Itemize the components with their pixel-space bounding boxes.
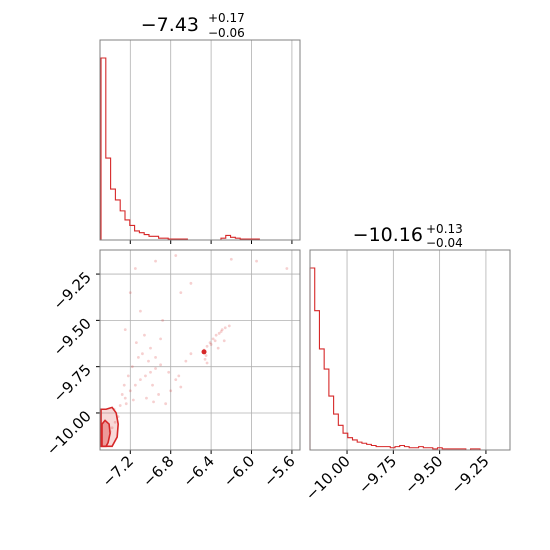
tick-label-joint-x-2: −6.4 (179, 452, 217, 490)
title-x-plus: +0.17 (208, 11, 245, 25)
scatter-point-24 (149, 370, 152, 374)
scatter-point-43 (110, 426, 114, 430)
tick-label-joint-y-0: −10.00 (43, 407, 95, 459)
title-y-value: −10.16 (353, 224, 423, 246)
scatter-point-15 (219, 330, 223, 333)
scatter-point-2 (205, 344, 209, 348)
scatter-point-25 (154, 367, 157, 370)
scatter-point-52 (154, 259, 157, 263)
tick-label-y-hist-0: −10.00 (302, 452, 354, 504)
scatter-point-46 (134, 341, 138, 344)
scatter-point-21 (133, 383, 137, 387)
scatter-point-19 (123, 396, 127, 400)
scatter-point-6 (217, 331, 221, 335)
scatter-point-26 (159, 363, 163, 367)
tick-label-joint-y-3: −9.25 (50, 268, 95, 313)
frame-y-hist (309, 249, 511, 451)
scatter-point-12 (205, 361, 209, 365)
scatter-point-4 (211, 337, 215, 341)
scatter-point-63 (189, 352, 193, 356)
title-x-value: −7.43 (141, 14, 199, 36)
scatter-point-13 (209, 343, 213, 346)
scatter-point-3 (208, 341, 212, 344)
scatter-point-42 (113, 420, 117, 424)
tick-label-y-hist-3: −9.25 (448, 452, 493, 497)
histogram-x-steps (100, 57, 298, 241)
scatter-point-32 (151, 383, 154, 387)
tick-label-joint-y-2: −9.50 (50, 314, 95, 359)
scatter-point-5 (214, 333, 218, 337)
scatter-point-56 (285, 267, 289, 270)
scatter-point-60 (161, 318, 165, 322)
scatter-point-67 (167, 370, 171, 374)
tick-label-joint-x-0: −7.2 (99, 452, 137, 490)
scatter-point-31 (147, 359, 150, 363)
scatter-point-48 (149, 346, 152, 350)
secondary-mode-marker (201, 349, 207, 355)
scatter-point-51 (133, 267, 137, 270)
scatter-point-68 (177, 374, 181, 378)
title-y-plus: +0.13 (426, 222, 463, 236)
scatter-point-8 (223, 326, 227, 330)
scatter-point-7 (220, 328, 224, 332)
scatter-point-61 (123, 328, 127, 332)
scatter-point-29 (136, 356, 140, 359)
scatter-point-58 (179, 291, 183, 294)
joint-scatter-panel: −7.2 −6.8 −6.4 −6.0 −5.6 −10.00−9.75−9.50−9.2… (43, 249, 301, 491)
scatter-point-38 (120, 393, 124, 396)
scatter-point-23 (144, 374, 147, 378)
scatter-point-50 (128, 291, 132, 294)
scatter-point-66 (152, 400, 155, 404)
tick-label-joint-x-1: −6.8 (139, 452, 177, 490)
histogram-y-steps (309, 267, 509, 451)
scatter-point-33 (157, 393, 160, 396)
scatter-point-22 (139, 378, 142, 382)
scatter-point-20 (128, 389, 132, 393)
frame-x (99, 39, 301, 241)
scatter-point-10 (204, 354, 208, 357)
scatter-point-55 (255, 259, 258, 263)
scatter-point-18 (118, 404, 122, 407)
scatter-point-30 (141, 352, 144, 356)
frame-joint (99, 249, 301, 451)
marginal-histogram-y: −10.16 +0.13 −0.04 −10.00 −9.75 −9.50 −9.25 (302, 222, 511, 504)
scatter-point-54 (229, 257, 233, 261)
tick-label-joint-x-4: −5.6 (260, 452, 298, 490)
scatter-point-49 (154, 356, 157, 359)
tick-label-joint-x-3: −6.0 (220, 452, 258, 490)
scatter-point-59 (139, 309, 142, 313)
tick-label-y-hist-1: −9.75 (355, 452, 400, 497)
title-x-minus: −0.06 (208, 26, 245, 40)
scatter-point-28 (130, 365, 134, 369)
scatter-point-11 (203, 357, 207, 361)
scatter-point-64 (159, 337, 163, 341)
scatter-point-40 (124, 402, 128, 406)
scatter-point-34 (164, 402, 168, 406)
scatter-point-37 (179, 385, 183, 389)
marginal-histogram-x: −7.43 +0.17 −0.06 (99, 11, 301, 244)
tick-label-y-hist-2: −9.50 (401, 452, 446, 497)
scatter-point-16 (222, 339, 226, 343)
density-contour-inner (101, 419, 111, 448)
title-y-minus: −0.04 (426, 236, 463, 250)
scatter-point-69 (131, 398, 135, 402)
scatter-point-57 (189, 281, 193, 285)
scatter-point-27 (126, 374, 130, 378)
scatter-point-47 (143, 333, 146, 337)
scatter-point-65 (145, 396, 148, 400)
scatter-point-17 (216, 346, 220, 350)
scatter-point-14 (213, 339, 217, 343)
scatter-point-36 (174, 378, 178, 382)
tick-label-joint-y-1: −9.75 (50, 361, 95, 406)
scatter-point-35 (169, 389, 173, 393)
scatter-point-39 (122, 383, 126, 387)
scatter-point-62 (184, 359, 188, 363)
scatter-point-9 (227, 324, 231, 328)
scatter-point-53 (174, 254, 178, 257)
